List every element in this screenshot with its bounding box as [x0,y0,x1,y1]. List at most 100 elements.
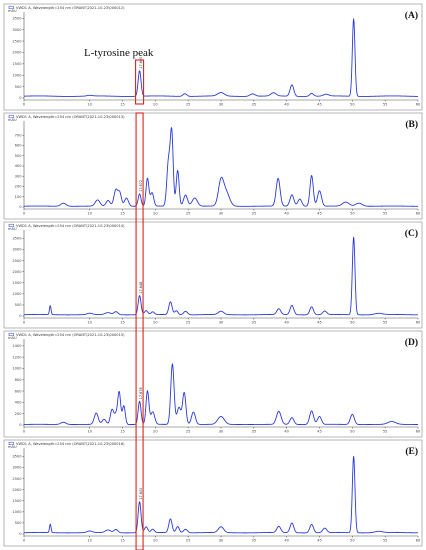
y-unit: mAU [8,118,17,122]
x-tick-label: 35 [252,212,257,216]
y-tick-label: 700 [15,133,23,137]
y-tick-label: 3000 [12,466,22,470]
panel-label: (A) [405,10,418,21]
panel-frame [3,3,423,111]
y-tick-label: 2500 [12,477,22,481]
y-tick-label: 1000 [12,367,22,371]
y-tick-label: 0 [19,314,22,318]
x-tick-label: 10 [87,430,92,434]
y-tick-label: 3500 [12,455,22,459]
x-tick-label: 20 [153,321,158,325]
trace-header: VWD1 A, Wavelength=254 nm (ORANT\2021-10… [16,224,125,228]
x-tick-label: 25 [186,103,191,107]
x-tick-label: 45 [317,103,322,107]
x-tick-label: 55 [383,212,388,216]
y-tick-label: 1500 [12,499,22,503]
peak-retention-label: 17.600 [139,57,143,69]
x-tick-label: 0 [23,539,26,543]
x-tick-label: 45 [317,321,322,325]
x-tick-label: 25 [186,321,191,325]
y-tick-label: 1500 [12,281,22,285]
x-tick-label: 35 [252,430,257,434]
x-tick-label: 25 [186,212,191,216]
y-tick-label: 200 [15,412,23,416]
y-tick-label: 2000 [12,51,22,55]
x-tick-label: 50 [350,321,355,325]
x-tick-label: 30 [219,430,224,434]
chromatogram-trace [23,127,419,207]
x-tick-label: 45 [317,539,322,543]
y-tick-label: 3500 [12,237,22,241]
highlight-box-a [135,59,145,105]
y-tick-label: 2000 [12,488,22,492]
y-tick-label: 1400 [12,344,22,348]
x-tick-label: 40 [284,321,289,325]
y-tick-label: 1000 [12,292,22,296]
x-tick-label: 15 [120,321,125,325]
y-unit: mAU [8,9,17,13]
y-tick-label: 300 [15,174,23,178]
x-tick-label: 35 [252,321,257,325]
x-tick-label: 25 [186,430,191,434]
x-tick-label: 45 [317,430,322,434]
panel-b: VWD1 A, Wavelength=254 nm (ORANT\2021-10… [3,112,423,220]
x-tick-label: 30 [219,321,224,325]
peak-retention-label: 17.678 [139,387,143,399]
x-tick-label: 40 [284,212,289,216]
y-tick-label: 600 [15,144,23,148]
x-tick-label: 60 [416,212,421,216]
x-tick-label: 30 [219,212,224,216]
x-tick-label: 40 [284,539,289,543]
panel-d: VWD1 A, Wavelength=254 nm (ORANT\2021-10… [3,330,423,438]
y-tick-label: 1000 [12,73,22,77]
y-tick-label: 3000 [12,248,22,252]
panel-label: (E) [405,446,418,457]
x-tick-label: 20 [153,539,158,543]
x-tick-label: 50 [350,430,355,434]
legend-swatch [8,5,14,10]
legend-swatch [8,223,14,228]
y-tick-label: 2500 [12,259,22,263]
x-tick-label: 10 [87,539,92,543]
y-unit: mAU [8,227,17,231]
y-tick-label: 0 [19,532,22,536]
x-tick-label: 55 [383,103,388,107]
chromatogram-trace [23,18,419,97]
chromatogram-trace [23,363,419,425]
panel-c: VWD1 A, Wavelength=254 nm (ORANT\2021-10… [3,221,423,329]
x-tick-label: 20 [153,212,158,216]
y-unit: mAU [8,336,17,340]
annotation-l-tyrosine-peak: L-tyrosine peak [84,47,154,59]
x-tick-label: 40 [284,103,289,107]
x-tick-label: 15 [120,103,125,107]
panel-e: VWD1 A, Wavelength=254 nm (ORANT\2021-10… [3,439,423,547]
panel-label: (B) [405,119,418,130]
y-tick-label: 800 [15,378,23,382]
y-tick-label: 500 [15,521,23,525]
x-tick-label: 60 [416,321,421,325]
x-tick-label: 20 [153,103,158,107]
x-tick-label: 0 [23,430,26,434]
y-tick-label: 1500 [12,62,22,66]
y-tick-label: 600 [15,389,23,393]
chromatogram-trace [23,236,419,316]
y-tick-label: 400 [15,401,23,405]
x-tick-label: 50 [350,212,355,216]
x-tick-label: 55 [383,321,388,325]
y-tick-label: 100 [15,195,23,199]
legend-swatch [8,441,14,446]
highlight-box-b-e [135,112,144,550]
peak-retention-label: 17.600 [139,488,143,500]
x-tick-label: 60 [416,539,421,543]
y-tick-label: 400 [15,164,23,168]
trace-header: VWD1 A, Wavelength=254 nm (ORANT\2021-10… [16,442,125,446]
x-tick-label: 0 [23,103,26,107]
panel-label: (D) [405,337,418,348]
panel-frame [3,221,423,329]
panel-a: VWD1 A, Wavelength=254 nm (ORANT\2021-10… [3,3,423,111]
y-tick-label: 500 [15,85,23,89]
x-tick-label: 40 [284,430,289,434]
chromatogram-trace [23,455,419,534]
y-tick-label: 0 [19,96,22,100]
